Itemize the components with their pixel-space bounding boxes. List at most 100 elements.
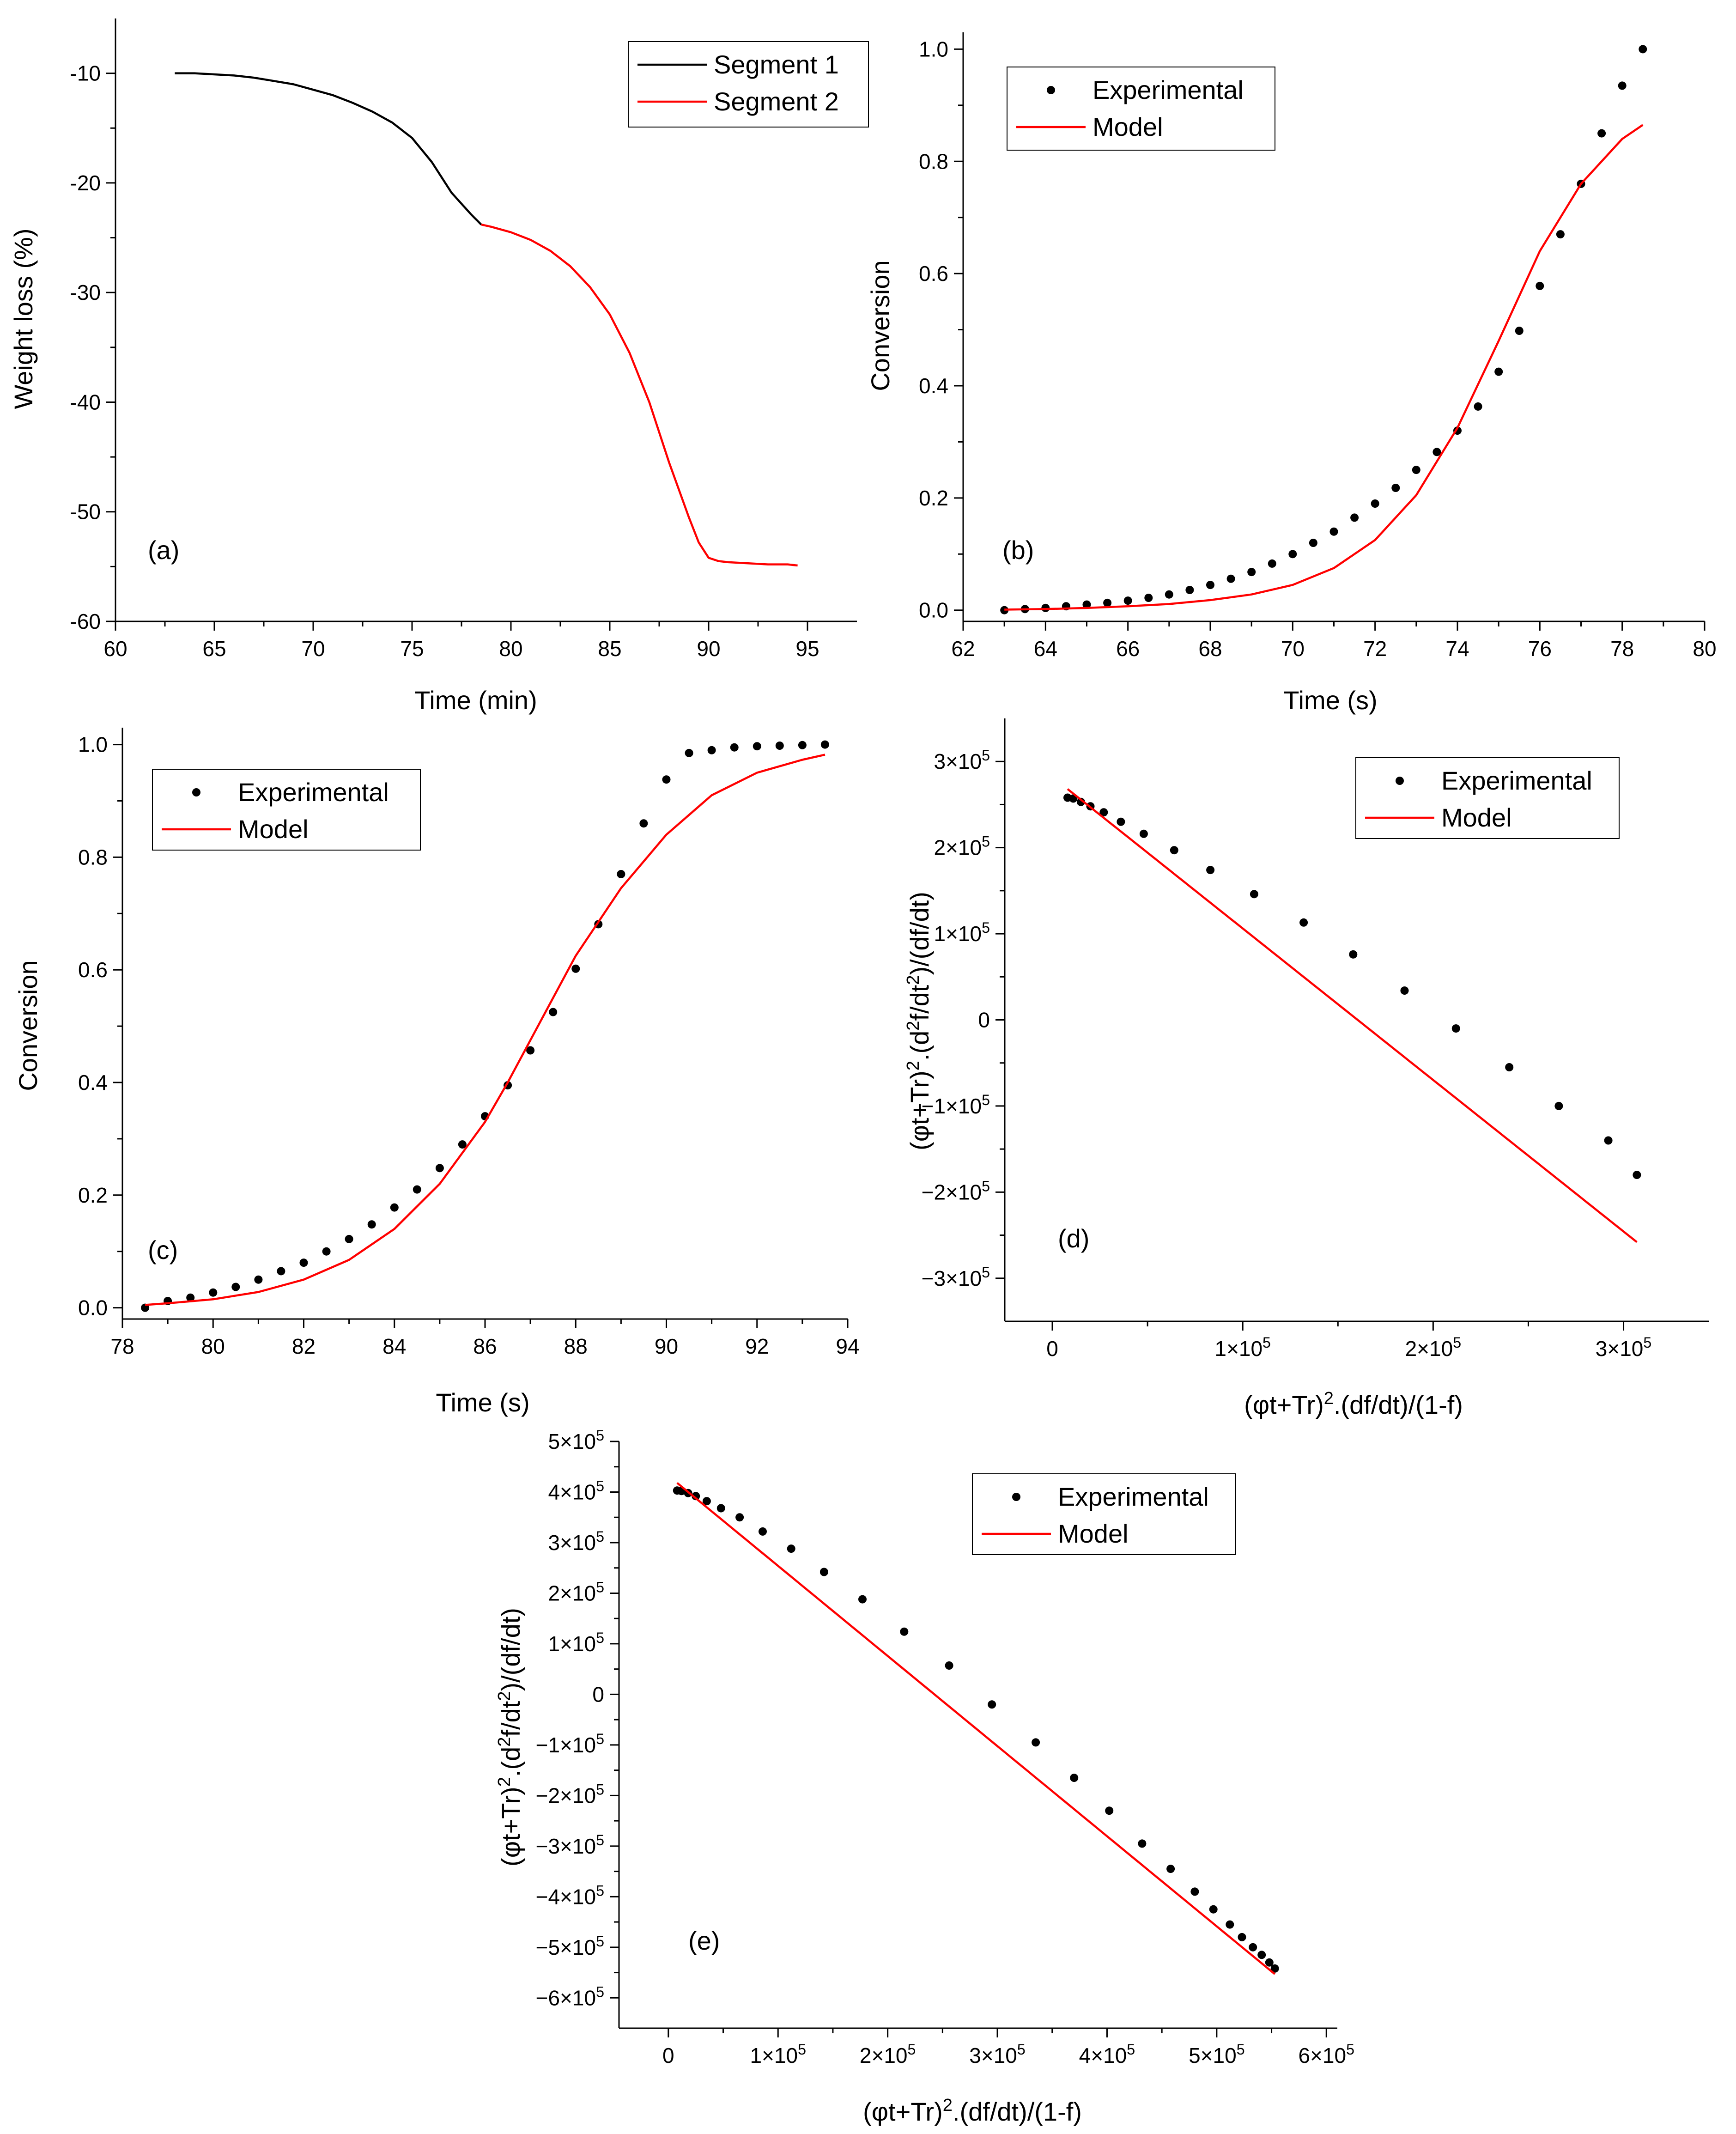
data-point: [685, 748, 693, 757]
data-point: [759, 1527, 767, 1536]
data-point: [1190, 1887, 1199, 1896]
panel-label: (a): [148, 535, 179, 565]
data-point: [1206, 581, 1214, 590]
legend-box: [1007, 67, 1275, 151]
x-tick-label: 6×105: [1298, 2041, 1354, 2067]
x-tick-label: 5×105: [1189, 2041, 1245, 2067]
legend: Experimental Model: [152, 769, 421, 851]
x-tick-label: 74: [1445, 637, 1469, 661]
data-point: [1288, 550, 1297, 559]
data-point: [820, 740, 829, 749]
y-axis-label: (φt+Tr)2.(d2f/dt2)/(df/dt): [495, 1608, 525, 1866]
data-point: [209, 1288, 218, 1297]
y-tick-label: 1.0: [919, 37, 948, 61]
series-line: [175, 72, 482, 225]
x-tick-label: 84: [382, 1334, 406, 1358]
legend-label: Model: [1093, 112, 1163, 141]
y-tick-label: −3×105: [536, 1832, 604, 1858]
data-point: [1556, 230, 1565, 239]
data-point: [1206, 866, 1215, 875]
data-point: [1226, 1920, 1234, 1929]
legend-swatch: [1012, 1493, 1020, 1501]
data-point: [1391, 484, 1400, 492]
data-point: [1350, 513, 1359, 522]
chart-c: 78 80 82 84 86 88 90 92 94 0.0 0.2 0.4 0.6 0.8 1.0 Time…: [13, 728, 860, 1417]
chart-b: 62 64 66 68 70 72 74 76 78 80 0.0 0.2 0.4 0.6 0.8 1.0 Ti…: [866, 32, 1717, 715]
x-tick-label: 70: [1281, 637, 1305, 661]
x-tick-label: 80: [499, 637, 522, 661]
x-tick-label: 60: [103, 637, 127, 661]
data-point: [858, 1595, 867, 1604]
y-tick-label: 0: [978, 1008, 990, 1032]
x-tick-label: 0: [1046, 1337, 1058, 1361]
data-point: [1268, 559, 1276, 568]
x-tick-label: 72: [1363, 637, 1387, 661]
panel-label: (d): [1058, 1224, 1089, 1253]
y-tick-label: −3×105: [922, 1264, 990, 1290]
x-tick-label: 78: [1610, 637, 1634, 661]
y-tick-label: 0.4: [919, 374, 948, 398]
data-point: [322, 1247, 331, 1256]
data-point: [277, 1267, 285, 1276]
data-point: [254, 1275, 263, 1284]
data-point: [1299, 918, 1308, 927]
y-tick-label: 0.0: [78, 1296, 108, 1320]
data-point: [1117, 817, 1125, 826]
data-point: [617, 870, 625, 878]
data-point: [1371, 499, 1379, 508]
y-tick-label: −1×105: [922, 1092, 990, 1118]
data-point: [1433, 448, 1441, 456]
data-point: [1309, 539, 1317, 547]
data-point: [1105, 1806, 1114, 1815]
data-point: [775, 742, 784, 750]
data-point: [186, 1293, 195, 1302]
y-tick-label: 0: [592, 1682, 604, 1706]
data-point: [390, 1203, 399, 1212]
data-point: [1515, 327, 1524, 335]
series-model: [145, 754, 826, 1306]
data-point: [1170, 846, 1178, 855]
legend: Experimental Model: [972, 1473, 1236, 1555]
legend-label: Segment 2: [714, 87, 839, 116]
data-point: [900, 1627, 909, 1636]
legend-box: [628, 41, 869, 128]
data-point: [1604, 1136, 1613, 1145]
x-tick-label: 94: [836, 1334, 859, 1358]
data-point: [1618, 81, 1627, 90]
series-line: [676, 1482, 1276, 1975]
y-tick-label: −2×105: [536, 1781, 604, 1807]
x-axis-label: Time (s): [1283, 686, 1377, 715]
x-tick-label: 1×105: [1214, 1334, 1271, 1361]
y-tick-label: 0.6: [919, 261, 948, 286]
data-point: [367, 1220, 376, 1229]
x-tick-label: 4×105: [1079, 2041, 1135, 2067]
data-point: [753, 742, 761, 751]
data-point: [1494, 367, 1503, 376]
y-tick-label: 0.8: [78, 845, 108, 869]
x-tick-label: 2×105: [860, 2041, 916, 2067]
legend-label: Segment 1: [714, 50, 839, 79]
data-point: [526, 1046, 535, 1055]
y-axis-label: Conversion: [866, 260, 895, 391]
legend-label: Experimental: [238, 778, 389, 807]
panel-label: (b): [1002, 535, 1034, 565]
legend-label: Model: [1441, 803, 1512, 832]
y-axis-label: Conversion: [13, 960, 42, 1091]
data-point: [798, 741, 807, 749]
data-point: [1505, 1063, 1514, 1071]
series-experimental: [1063, 793, 1641, 1179]
legend: Segment 1 Segment 2: [628, 41, 869, 128]
series-line: [145, 754, 826, 1306]
data-point: [571, 964, 580, 973]
data-point: [1554, 1101, 1563, 1110]
x-tick-label: 70: [301, 637, 325, 661]
x-tick-label: 76: [1528, 637, 1552, 661]
x-axis-label: Time (s): [436, 1388, 529, 1417]
data-point: [1076, 797, 1085, 806]
data-point: [345, 1234, 353, 1243]
data-point: [1070, 1774, 1079, 1782]
y-tick-label: −1×105: [536, 1731, 604, 1757]
data-point: [1032, 1738, 1040, 1747]
series-segment-1: [175, 72, 482, 225]
